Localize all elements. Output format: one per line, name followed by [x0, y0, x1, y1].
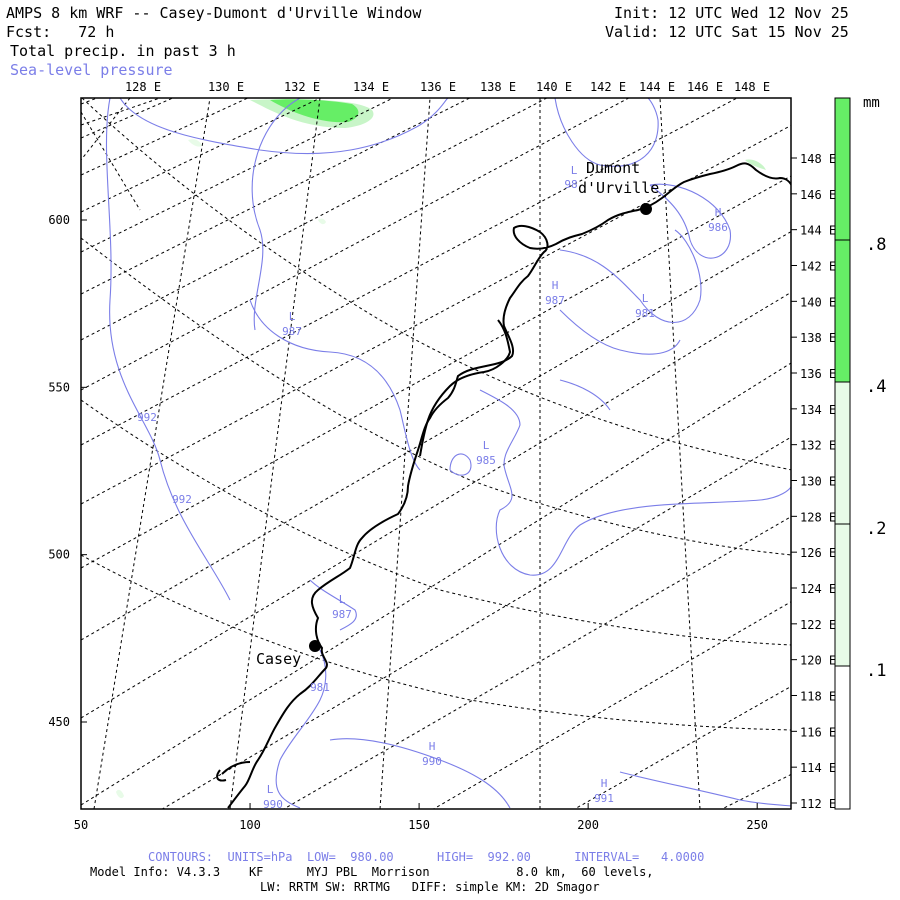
pressure-center-value: 987: [332, 608, 352, 621]
x-axis-tick-label: 50: [74, 818, 88, 832]
station-marker-casey[interactable]: [309, 640, 321, 652]
legend-swatch-4: [835, 382, 850, 524]
pressure-center-value: 985: [476, 454, 496, 467]
x-axis-tick-label: 150: [408, 818, 430, 832]
y-axis-tick-label: 600: [48, 213, 70, 227]
right-longitude-label: 148 E: [800, 152, 836, 166]
pressure-center-type: L: [289, 310, 296, 323]
right-longitude-label: 118 E: [800, 690, 836, 704]
pressure-center-value: 991: [594, 792, 614, 805]
right-longitude-label: 116 E: [800, 725, 836, 739]
axes: 50 100 150 200 250 600 550 500 450 128 E 130 E 132 …: [48, 80, 836, 832]
top-longitude-label: 128 E: [125, 80, 161, 94]
init-time: Init: 12 UTC Wed 12 Nov 25: [614, 4, 849, 22]
pressure-center-type: L: [571, 164, 578, 177]
right-longitude-label: 124 E: [800, 582, 836, 596]
legend-swatch-1: [835, 666, 850, 809]
top-longitude-label: 136 E: [420, 80, 456, 94]
right-longitude-label: 126 E: [800, 546, 836, 560]
pressure-center-value: 990: [422, 755, 442, 768]
top-longitude-label: 140 E: [536, 80, 572, 94]
plot-frame: [80, 97, 792, 810]
legend-swatch-2: [835, 524, 850, 666]
station-label-dumont: Dumont: [586, 159, 640, 177]
top-longitude-label: 132 E: [284, 80, 320, 94]
right-longitude-label: 134 E: [800, 403, 836, 417]
pressure-labels: L 98 H 986 H 987 L 981 L 987 L 985 992 9…: [137, 164, 728, 811]
pressure-contour-label: 992: [172, 493, 192, 506]
top-longitude-label: 134 E: [353, 80, 389, 94]
right-longitude-label: 146 E: [800, 188, 836, 202]
right-longitude-label: 130 E: [800, 475, 836, 489]
right-longitude-label: 120 E: [800, 654, 836, 668]
coastline: [216, 162, 791, 809]
right-longitude-label: 112 E: [800, 797, 836, 811]
x-axis-tick-label: 100: [239, 818, 261, 832]
pressure-center-type: L: [267, 783, 274, 796]
legend-swatch-strong: [835, 98, 850, 240]
x-axis-tick-label: 250: [746, 818, 768, 832]
pressure-center-value: 987: [545, 294, 565, 307]
right-longitude-label: 136 E: [800, 367, 836, 381]
top-longitude-label: 142 E: [590, 80, 626, 94]
station-label-casey: Casey: [256, 650, 301, 668]
y-axis-tick-label: 500: [48, 548, 70, 562]
right-longitude-label: 114 E: [800, 761, 836, 775]
lat-lon-grid: [81, 98, 791, 809]
pressure-contour-label: 992: [137, 411, 157, 424]
top-longitude-label: 138 E: [480, 80, 516, 94]
x-axis-tick-label: 200: [577, 818, 599, 832]
pressure-center-type: H: [601, 777, 608, 790]
precip-legend: mm .8 .4 .2 .1: [834, 95, 886, 810]
right-longitude-label: 138 E: [800, 331, 836, 345]
pressure-center-type: H: [715, 206, 722, 219]
forecast-hour: Fcst: 72 h: [6, 23, 115, 41]
right-longitude-label: 122 E: [800, 618, 836, 632]
pressure-center-type: H: [429, 740, 436, 753]
model-info: Model Info: V4.3.3 KF MYJ PBL Morrison 8…: [90, 865, 654, 879]
pressure-center-type: L: [483, 439, 490, 452]
right-longitude-label: 140 E: [800, 295, 836, 309]
pressure-center-type: H: [552, 279, 559, 292]
legend-unit: mm: [863, 95, 880, 111]
top-longitude-label: 148 E: [734, 80, 770, 94]
valid-time: Valid: 12 UTC Sat 15 Nov 25: [605, 23, 849, 41]
physics-info: LW: RRTM SW: RRTMG DIFF: simple KM: 2D S…: [260, 880, 600, 894]
pressure-center-value: 986: [708, 221, 728, 234]
field-slp-label: Sea-level pressure: [10, 61, 173, 79]
pressure-center-type: L: [642, 292, 649, 305]
precip-shading: [116, 99, 766, 799]
top-longitude-label: 130 E: [208, 80, 244, 94]
field-precip-label: Total precip. in past 3 h: [10, 42, 236, 60]
legend-label: .4: [866, 377, 886, 397]
map-title: AMPS 8 km WRF -- Casey-Dumont d'Urville …: [6, 4, 422, 22]
right-longitude-label: 128 E: [800, 510, 836, 524]
y-axis-tick-label: 550: [48, 380, 70, 394]
stations: Dumont d'Urville Casey: [256, 159, 659, 668]
pressure-center-value: 981: [635, 307, 655, 320]
legend-label: .1: [866, 661, 886, 681]
right-longitude-label: 144 E: [800, 224, 836, 238]
y-axis-tick-label: 450: [48, 715, 70, 729]
top-longitude-label: 144 E: [639, 80, 675, 94]
station-label-durville: d'Urville: [578, 179, 659, 197]
contour-info: CONTOURS: UNITS=hPa LOW= 980.00 HIGH= 99…: [148, 850, 705, 864]
legend-label: .8: [866, 235, 886, 255]
right-longitude-label: 132 E: [800, 439, 836, 453]
pressure-center-value: 98: [564, 178, 577, 191]
right-longitude-label: 142 E: [800, 260, 836, 274]
top-longitude-label: 146 E: [687, 80, 723, 94]
slp-contours: [105, 98, 791, 809]
legend-swatch-8: [835, 240, 850, 382]
pressure-center-type: L: [339, 593, 346, 606]
station-marker-dumont[interactable]: [640, 203, 652, 215]
pressure-center-value: 987: [282, 325, 302, 338]
pressure-center-value: 990: [263, 798, 283, 811]
pressure-contour-label: 981: [310, 681, 330, 694]
legend-label: .2: [866, 519, 886, 539]
